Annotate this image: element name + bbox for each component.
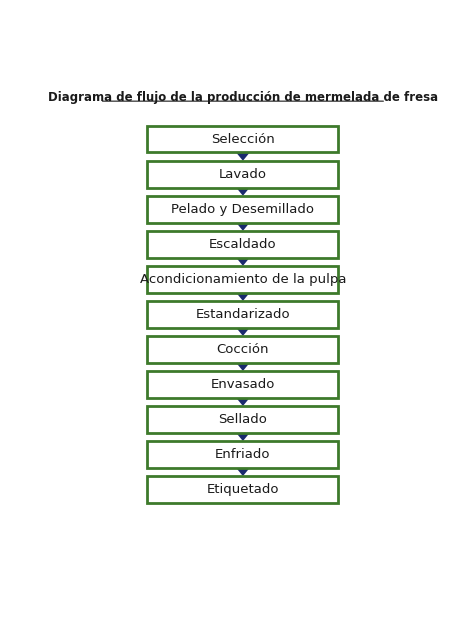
Polygon shape bbox=[234, 360, 252, 371]
FancyBboxPatch shape bbox=[147, 476, 338, 503]
Text: Etiquetado: Etiquetado bbox=[207, 483, 279, 496]
Polygon shape bbox=[234, 255, 252, 266]
Text: Envasado: Envasado bbox=[211, 378, 275, 391]
FancyBboxPatch shape bbox=[239, 150, 247, 152]
FancyBboxPatch shape bbox=[147, 301, 338, 327]
Text: Cocción: Cocción bbox=[217, 343, 269, 356]
Polygon shape bbox=[234, 325, 252, 336]
FancyBboxPatch shape bbox=[239, 185, 247, 188]
Polygon shape bbox=[234, 430, 252, 441]
FancyBboxPatch shape bbox=[239, 430, 247, 433]
Text: Sellado: Sellado bbox=[219, 413, 267, 426]
Text: Selección: Selección bbox=[211, 133, 275, 145]
FancyBboxPatch shape bbox=[239, 360, 247, 363]
FancyBboxPatch shape bbox=[239, 396, 247, 398]
Text: Pelado y Desemillado: Pelado y Desemillado bbox=[172, 203, 314, 216]
FancyBboxPatch shape bbox=[239, 255, 247, 258]
Text: Diagrama de flujo de la producción de mermelada de fresa: Diagrama de flujo de la producción de me… bbox=[48, 91, 438, 104]
FancyBboxPatch shape bbox=[147, 406, 338, 433]
FancyBboxPatch shape bbox=[147, 336, 338, 363]
Text: Lavado: Lavado bbox=[219, 167, 267, 181]
Polygon shape bbox=[234, 220, 252, 231]
Polygon shape bbox=[234, 396, 252, 406]
Text: Escaldado: Escaldado bbox=[209, 238, 277, 251]
Polygon shape bbox=[234, 465, 252, 476]
FancyBboxPatch shape bbox=[147, 266, 338, 293]
Text: Acondicionamiento de la pulpa: Acondicionamiento de la pulpa bbox=[140, 273, 346, 286]
FancyBboxPatch shape bbox=[147, 161, 338, 188]
FancyBboxPatch shape bbox=[147, 196, 338, 222]
FancyBboxPatch shape bbox=[239, 290, 247, 293]
FancyBboxPatch shape bbox=[239, 325, 247, 327]
FancyBboxPatch shape bbox=[239, 465, 247, 468]
FancyBboxPatch shape bbox=[239, 220, 247, 222]
Text: Estandarizado: Estandarizado bbox=[196, 308, 290, 321]
Text: Enfriado: Enfriado bbox=[215, 448, 271, 461]
FancyBboxPatch shape bbox=[147, 126, 338, 152]
Polygon shape bbox=[234, 185, 252, 196]
FancyBboxPatch shape bbox=[147, 371, 338, 398]
FancyBboxPatch shape bbox=[147, 231, 338, 258]
Polygon shape bbox=[234, 150, 252, 161]
Polygon shape bbox=[234, 290, 252, 301]
FancyBboxPatch shape bbox=[147, 441, 338, 468]
